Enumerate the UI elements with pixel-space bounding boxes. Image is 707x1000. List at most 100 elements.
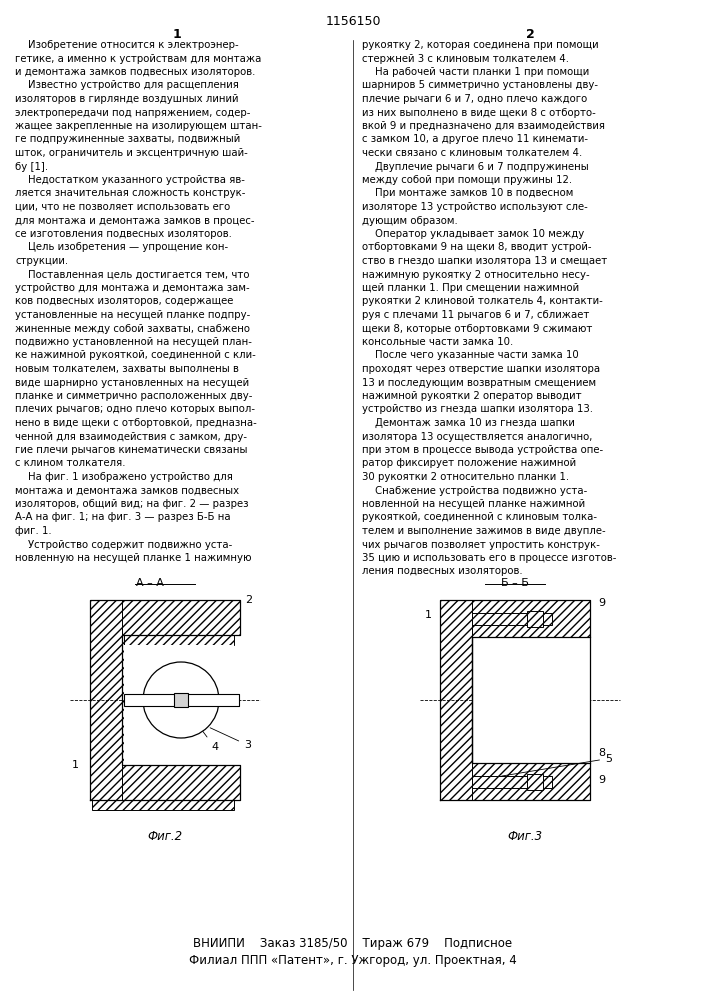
Text: Цель изобретения — упрощение кон-: Цель изобретения — упрощение кон- [15,242,228,252]
Text: Демонтаж замка 10 из гнезда шапки: Демонтаж замка 10 из гнезда шапки [362,418,575,428]
Bar [174,693,188,707]
Text: и демонтажа замков подвесных изоляторов.: и демонтажа замков подвесных изоляторов. [15,67,255,77]
Text: щеки 8, которые отбортовками 9 сжимают: щеки 8, которые отбортовками 9 сжимают [362,324,592,334]
Text: электропередачи под напряжением, содер-: электропередачи под напряжением, содер- [15,107,250,117]
Text: дующим образом.: дующим образом. [362,216,457,226]
Bar [472,763,590,800]
Text: се изготовления подвесных изоляторов.: се изготовления подвесных изоляторов. [15,229,232,239]
Bar [122,765,240,800]
Text: отбортовками 9 на щеки 8, вводит устрой-: отбортовками 9 на щеки 8, вводит устрой- [362,242,592,252]
Bar [440,600,472,800]
Text: проходят через отверстие шапки изолятора: проходят через отверстие шапки изолятора [362,364,600,374]
Text: плечие рычаги 6 и 7, одно плечо каждого: плечие рычаги 6 и 7, одно плечо каждого [362,94,588,104]
Text: новым толкателем, захваты выполнены в: новым толкателем, захваты выполнены в [15,364,239,374]
Bar [90,600,122,800]
Bar [122,600,240,635]
Text: ство в гнездо шапки изолятора 13 и смещает: ство в гнездо шапки изолятора 13 и смеща… [362,256,607,266]
Bar [124,645,234,765]
Text: 5: 5 [502,754,612,776]
Text: устройство для монтажа и демонтажа зам-: устройство для монтажа и демонтажа зам- [15,283,250,293]
Text: подвижно установленной на несущей план-: подвижно установленной на несущей план- [15,337,252,347]
Text: Фиг.2: Фиг.2 [148,830,182,843]
Bar [124,694,238,706]
Text: А – А: А – А [136,578,164,588]
Text: нажимную рукоятку 2 относительно несу-: нажимную рукоятку 2 относительно несу- [362,269,590,279]
Text: нено в виде щеки с отбортовкой, предназна-: нено в виде щеки с отбортовкой, предназн… [15,418,257,428]
Text: установленные на несущей планке подпру-: установленные на несущей планке подпру- [15,310,250,320]
Bar [527,774,543,790]
Text: Фиг.3: Фиг.3 [508,830,542,843]
Text: 1156150: 1156150 [325,15,381,28]
Text: 4: 4 [187,711,218,752]
Text: Недостатком указанного устройства яв-: Недостатком указанного устройства яв- [15,175,245,185]
Text: ВНИИПИ    Заказ 3185/50    Тираж 679    Подписное: ВНИИПИ Заказ 3185/50 Тираж 679 Подписное [194,937,513,950]
Bar [174,693,188,707]
Text: Устройство содержит подвижно уста-: Устройство содержит подвижно уста- [15,540,233,550]
Text: Двуплечие рычаги 6 и 7 подпружинены: Двуплечие рычаги 6 и 7 подпружинены [362,161,589,172]
Text: жащее закрепленные на изолирующем штан-: жащее закрепленные на изолирующем штан- [15,121,262,131]
Text: ляется значительная сложность конструк-: ляется значительная сложность конструк- [15,188,245,198]
Text: новленной на несущей планке нажимной: новленной на несущей планке нажимной [362,499,585,509]
Text: 35 цию и использовать его в процессе изготов-: 35 цию и использовать его в процессе изг… [362,553,617,563]
Text: виде шарнирно установленных на несущей: виде шарнирно установленных на несущей [15,377,249,387]
Text: ков подвесных изоляторов, содержащее: ков подвесных изоляторов, содержащее [15,296,233,306]
Bar [124,765,234,800]
Text: монтажа и демонтажа замков подвесных: монтажа и демонтажа замков подвесных [15,486,239,495]
Text: нажимной рукоятки 2 оператор выводит: нажимной рукоятки 2 оператор выводит [362,391,582,401]
Text: чески связано с клиновым толкателем 4.: чески связано с клиновым толкателем 4. [362,148,583,158]
Text: для монтажа и демонтажа замков в процес-: для монтажа и демонтажа замков в процес- [15,216,255,226]
Text: бу [1].: бу [1]. [15,161,48,172]
Text: гие плечи рычагов кинематически связаны: гие плечи рычагов кинематически связаны [15,445,247,455]
Text: шарниров 5 симметрично установлены дву-: шарниров 5 симметрично установлены дву- [362,81,598,91]
Text: рукояткой, соединенной с клиновым толка-: рукояткой, соединенной с клиновым толка- [362,512,597,522]
Bar [124,610,234,645]
Text: вкой 9 и предназначено для взаимодействия: вкой 9 и предназначено для взаимодействи… [362,121,605,131]
Text: Б – Б: Б – Б [501,578,529,588]
Text: ления подвесных изоляторов.: ления подвесных изоляторов. [362,566,522,576]
Text: А-А на фиг. 1; на фиг. 3 — разрез Б-Б на: А-А на фиг. 1; на фиг. 3 — разрез Б-Б на [15,512,230,522]
Text: 1: 1 [72,760,79,770]
Text: между собой при помощи пружины 12.: между собой при помощи пружины 12. [362,175,572,185]
Text: Снабжение устройства подвижно уста-: Снабжение устройства подвижно уста- [362,486,588,495]
Text: Оператор укладывает замок 10 между: Оператор укладывает замок 10 между [362,229,584,239]
Text: плечих рычагов; одно плечо которых выпол-: плечих рычагов; одно плечо которых выпол… [15,404,255,414]
Text: с замком 10, а другое плечо 11 кинемати-: с замком 10, а другое плечо 11 кинемати- [362,134,588,144]
Bar [472,612,552,624]
Text: 9: 9 [598,598,605,608]
Text: руя с плечами 11 рычагов 6 и 7, сближает: руя с плечами 11 рычагов 6 и 7, сближает [362,310,590,320]
Text: изоляторов, общий вид; на фиг. 2 — разрез: изоляторов, общий вид; на фиг. 2 — разре… [15,499,248,509]
Text: 30 рукоятки 2 относительно планки 1.: 30 рукоятки 2 относительно планки 1. [362,472,569,482]
Bar [472,637,590,763]
Bar [527,610,543,626]
Text: При монтаже замков 10 в подвесном: При монтаже замков 10 в подвесном [362,188,573,198]
Text: ге подпружиненные захваты, подвижный: ге подпружиненные захваты, подвижный [15,134,240,144]
Text: 1: 1 [425,610,432,620]
Text: На фиг. 1 изображено устройство для: На фиг. 1 изображено устройство для [15,472,233,482]
Text: рукоятку 2, которая соединена при помощи: рукоятку 2, которая соединена при помощи [362,40,599,50]
Text: струкции.: струкции. [15,256,68,266]
Circle shape [143,662,219,738]
Text: при этом в процессе вывода устройства опе-: при этом в процессе вывода устройства оп… [362,445,603,455]
Text: ратор фиксирует положение нажимной: ратор фиксирует положение нажимной [362,458,576,468]
Bar [472,600,590,637]
Bar [124,694,238,706]
Text: рукоятки 2 клиновой толкатель 4, контакти-: рукоятки 2 клиновой толкатель 4, контакт… [362,296,603,306]
Text: с клином толкателя.: с клином толкателя. [15,458,126,468]
Text: ченной для взаимодействия с замком, дру-: ченной для взаимодействия с замком, дру- [15,432,247,442]
Text: консольные части замка 10.: консольные части замка 10. [362,337,513,347]
Text: Филиал ППП «Патент», г. Ужгород, ул. Проектная, 4: Филиал ППП «Патент», г. Ужгород, ул. Про… [189,954,517,967]
Text: телем и выполнение зажимов в виде двупле-: телем и выполнение зажимов в виде двупле… [362,526,606,536]
Text: новленную на несущей планке 1 нажимную: новленную на несущей планке 1 нажимную [15,553,252,563]
Text: Известно устройство для расщепления: Известно устройство для расщепления [15,81,239,91]
Text: 9: 9 [598,775,605,785]
Text: изоляторе 13 устройство используют сле-: изоляторе 13 устройство используют сле- [362,202,588,212]
Text: 2: 2 [525,28,534,41]
Text: жиненные между собой захваты, снабжено: жиненные между собой захваты, снабжено [15,324,250,334]
Bar [92,610,124,800]
Text: изоляторов в гирлянде воздушных линий: изоляторов в гирлянде воздушных линий [15,94,238,104]
Text: фиг. 1.: фиг. 1. [15,526,52,536]
Text: щей планки 1. При смещении нажимной: щей планки 1. При смещении нажимной [362,283,579,293]
Bar [472,776,552,788]
Text: 3: 3 [210,728,251,750]
Text: 8: 8 [598,748,605,758]
